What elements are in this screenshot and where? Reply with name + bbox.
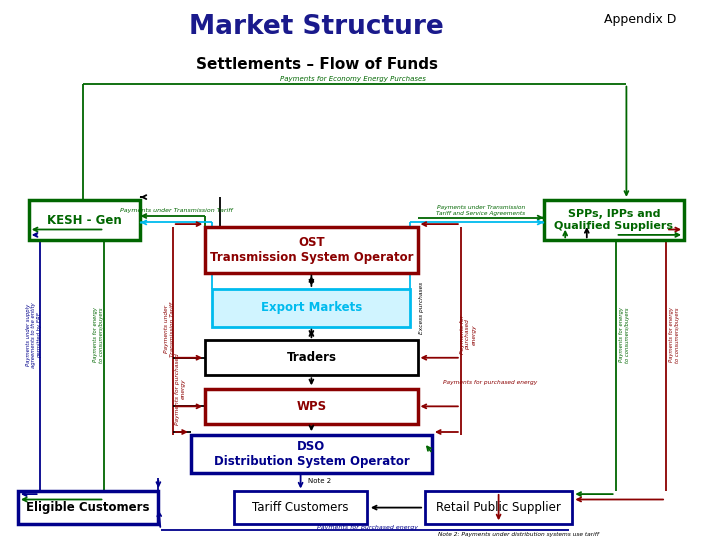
Text: Payments under Transmission
Tariff and Service Agreements: Payments under Transmission Tariff and S… bbox=[436, 205, 526, 216]
FancyBboxPatch shape bbox=[205, 389, 418, 424]
Text: Payments for
purchased
energy: Payments for purchased energy bbox=[459, 315, 477, 354]
FancyBboxPatch shape bbox=[191, 435, 432, 472]
FancyBboxPatch shape bbox=[205, 227, 418, 273]
Text: Payments for purchased energy: Payments for purchased energy bbox=[443, 380, 537, 385]
Text: Note 2: Note 2 bbox=[308, 477, 331, 484]
FancyBboxPatch shape bbox=[234, 491, 367, 524]
FancyBboxPatch shape bbox=[18, 491, 158, 524]
Text: Market Structure: Market Structure bbox=[189, 14, 444, 39]
Text: WPS: WPS bbox=[297, 400, 326, 413]
FancyBboxPatch shape bbox=[205, 340, 418, 375]
Text: Excess purchases: Excess purchases bbox=[419, 282, 423, 334]
Text: SPPs, IPPs and
Qualified Suppliers: SPPs, IPPs and Qualified Suppliers bbox=[554, 209, 673, 231]
Text: Payments under Transmission Tariff: Payments under Transmission Tariff bbox=[120, 208, 233, 213]
Text: Appendix D: Appendix D bbox=[604, 14, 677, 26]
Text: OST
Transmission System Operator: OST Transmission System Operator bbox=[210, 236, 413, 264]
Text: Tariff Customers: Tariff Customers bbox=[252, 501, 349, 514]
FancyBboxPatch shape bbox=[425, 491, 572, 524]
Text: Payments for energy
to consumers/buyers: Payments for energy to consumers/buyers bbox=[670, 307, 680, 362]
Text: Payments for energy
to consumers/buyers: Payments for energy to consumers/buyers bbox=[619, 307, 629, 362]
Text: Traders: Traders bbox=[287, 351, 336, 364]
Text: Payments under supply
agreements to the entity
permitted by ERE: Payments under supply agreements to the … bbox=[25, 302, 42, 368]
Text: Export Markets: Export Markets bbox=[261, 301, 362, 314]
Text: Note 2: Payments under distribution systems use tariff: Note 2: Payments under distribution syst… bbox=[438, 532, 599, 537]
Text: Retail Public Supplier: Retail Public Supplier bbox=[436, 501, 561, 514]
Text: Payments under
Transmission Tariff: Payments under Transmission Tariff bbox=[163, 302, 174, 357]
Text: DSO
Distribution System Operator: DSO Distribution System Operator bbox=[214, 440, 409, 468]
FancyBboxPatch shape bbox=[544, 200, 684, 240]
Text: Eligible Customers: Eligible Customers bbox=[27, 501, 150, 514]
Text: Payments for Economy Energy Purchases: Payments for Economy Energy Purchases bbox=[280, 76, 426, 83]
Text: Payments for energy
to consumers/buyers: Payments for energy to consumers/buyers bbox=[93, 307, 104, 362]
Text: Payments for purchased energy: Payments for purchased energy bbox=[317, 525, 418, 530]
Text: Settlements – Flow of Funds: Settlements – Flow of Funds bbox=[196, 57, 438, 72]
FancyBboxPatch shape bbox=[29, 200, 140, 240]
Text: Payments for purchased
energy: Payments for purchased energy bbox=[174, 353, 186, 424]
FancyBboxPatch shape bbox=[212, 289, 410, 327]
Text: KESH - Gen: KESH - Gen bbox=[48, 213, 122, 227]
